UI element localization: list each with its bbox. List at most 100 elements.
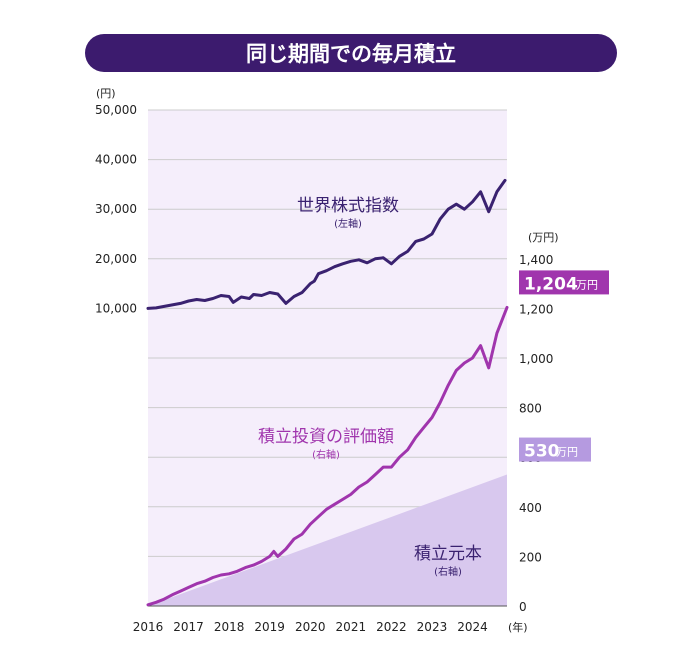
series-0-point bbox=[204, 299, 206, 302]
series-label-1: 積立投資の評価額 bbox=[258, 427, 394, 447]
x-axis-tick: 2023 bbox=[417, 620, 448, 634]
series-1-point bbox=[155, 601, 157, 604]
series-1-point bbox=[463, 362, 466, 364]
series-1-point bbox=[431, 416, 433, 419]
series-1-point bbox=[268, 555, 271, 558]
series-1-point bbox=[487, 367, 490, 369]
series-0-point bbox=[504, 179, 506, 182]
series-1-point bbox=[341, 498, 344, 501]
x-axis-tick: 2019 bbox=[254, 620, 285, 634]
x-axis-tick: 2022 bbox=[376, 620, 407, 634]
series-0-point bbox=[325, 269, 328, 272]
chart-title: 同じ期間での毎月積立 bbox=[246, 42, 456, 66]
series-1-point bbox=[423, 426, 425, 429]
series-line-1 bbox=[146, 305, 509, 607]
series-1-point bbox=[325, 508, 328, 511]
series-1-point bbox=[447, 384, 450, 387]
series-1-point bbox=[252, 564, 255, 566]
series-label-0: 世界株式指数 bbox=[297, 196, 399, 216]
x-axis-tick: 2017 bbox=[173, 620, 204, 634]
right-axis-tick: 1,000 bbox=[519, 352, 553, 366]
series-1-point bbox=[398, 456, 401, 459]
x-axis-tick: 2020 bbox=[295, 620, 326, 634]
series-sublabel-2: (右軸) bbox=[434, 565, 462, 578]
series-1-point bbox=[406, 449, 409, 451]
series-1-point bbox=[439, 401, 441, 404]
right-axis-tick: 1,200 bbox=[519, 302, 553, 316]
series-0-point bbox=[423, 238, 425, 240]
series-0-point bbox=[252, 293, 255, 296]
series-0-point bbox=[366, 262, 368, 264]
series-0-point bbox=[248, 297, 251, 300]
series-1-point bbox=[260, 560, 263, 563]
series-label-2: 積立元本 bbox=[414, 544, 482, 564]
series-1-point bbox=[301, 533, 303, 535]
series-0-point bbox=[313, 280, 316, 282]
series-1-point bbox=[171, 594, 174, 596]
series-0-point bbox=[496, 191, 498, 193]
x-axis-tick: 2016 bbox=[133, 620, 164, 634]
series-1-point bbox=[204, 580, 206, 582]
series-0-point bbox=[268, 291, 271, 294]
series-1-point bbox=[479, 344, 482, 347]
chart-title-banner bbox=[85, 34, 617, 72]
series-0-point bbox=[398, 255, 401, 258]
series-1-point bbox=[293, 538, 295, 540]
left-axis-tick: 50,000 bbox=[95, 103, 137, 117]
value-badge-1 bbox=[519, 437, 591, 462]
series-0-point bbox=[232, 301, 234, 304]
series-0-point bbox=[228, 295, 230, 298]
series-1-point bbox=[506, 306, 508, 309]
series-0-point bbox=[220, 294, 222, 297]
series-1-point bbox=[414, 436, 417, 439]
series-1-point bbox=[273, 550, 275, 553]
series-1-point bbox=[220, 574, 222, 576]
series-0-point bbox=[187, 300, 190, 302]
series-1-point bbox=[236, 570, 238, 573]
value-badge-number-0: 1,204 bbox=[524, 274, 578, 294]
series-0-point bbox=[293, 295, 295, 298]
series-0-point bbox=[358, 259, 360, 261]
series-1-point bbox=[471, 357, 474, 359]
series-0-point bbox=[455, 203, 458, 205]
series-0-point bbox=[341, 263, 344, 265]
series-1-point bbox=[496, 332, 498, 335]
series-0-point bbox=[179, 302, 182, 305]
series-area-principal bbox=[148, 474, 507, 606]
x-axis-tick: 2024 bbox=[457, 620, 488, 634]
right-axis-unit: (万円) bbox=[528, 231, 559, 244]
series-0-point bbox=[439, 218, 441, 220]
left-axis-tick: 30,000 bbox=[95, 202, 137, 216]
series-1-point bbox=[317, 515, 320, 518]
series-0-point bbox=[309, 282, 312, 285]
x-axis-tick: 2021 bbox=[336, 620, 367, 634]
series-1-point bbox=[228, 573, 230, 575]
series-0-point bbox=[333, 265, 336, 268]
value-badge-unit-1: 万円 bbox=[556, 446, 578, 459]
right-axis-tick: 0 bbox=[519, 600, 527, 614]
series-1-point bbox=[244, 566, 247, 569]
series-1-point bbox=[374, 473, 377, 476]
series-1-point bbox=[333, 503, 336, 506]
right-axis-tick: 800 bbox=[519, 402, 542, 416]
series-0-point bbox=[195, 298, 198, 301]
series-1-point bbox=[455, 369, 458, 372]
series-0-point bbox=[350, 260, 352, 263]
left-axis-tick: 20,000 bbox=[95, 252, 137, 266]
series-sublabel-1: (右軸) bbox=[312, 448, 340, 461]
series-1-point bbox=[163, 598, 165, 600]
series-0-point bbox=[171, 304, 174, 306]
series-0-point bbox=[479, 191, 482, 193]
series-0-point bbox=[374, 258, 377, 260]
series-1-point bbox=[309, 523, 312, 525]
x-axis-tick: 2018 bbox=[214, 620, 245, 634]
series-0-point bbox=[414, 240, 417, 243]
series-0-point bbox=[406, 250, 409, 253]
series-1-point bbox=[358, 486, 360, 488]
series-0-point bbox=[277, 293, 279, 295]
series-1-point bbox=[179, 590, 182, 592]
left-axis-unit: (円) bbox=[96, 87, 116, 100]
series-1-point bbox=[366, 481, 368, 483]
series-0-point bbox=[240, 296, 243, 298]
